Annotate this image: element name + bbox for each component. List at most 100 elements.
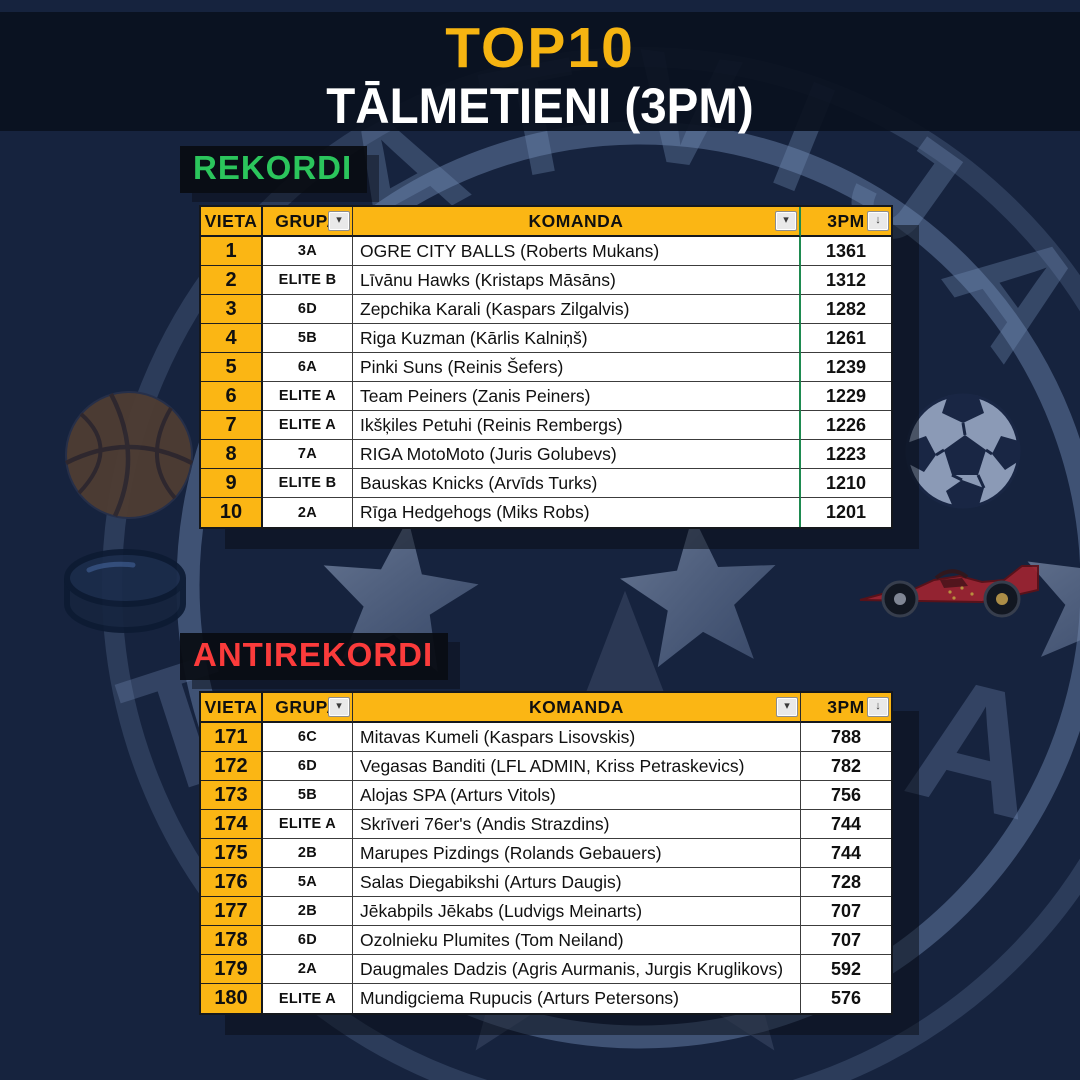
grupa-cell: 2B <box>263 897 353 926</box>
pm3-value: 1201 <box>825 502 867 522</box>
table-row: 5 6A Pinki Suns (Reinis Šefers) 1239 <box>201 353 891 382</box>
komanda-cell: Ozolnieku Plumites (Tom Neiland) <box>353 926 801 955</box>
komanda-cell: Zepchika Karali (Kaspars Zilgalvis) <box>353 295 801 324</box>
vieta-value: 7 <box>225 413 237 436</box>
pm3-cell: 1361 <box>801 237 891 266</box>
table-row: 176 5A Salas Diegabikshi (Arturs Daugis) 72… <box>201 868 891 897</box>
vieta-value: 176 <box>214 870 248 893</box>
pm3-cell: 1223 <box>801 440 891 469</box>
table-row: 9 ELITE B Bauskas Knicks (Arvīds Turks) 121… <box>201 469 891 498</box>
vieta-cell: 2 <box>201 266 263 295</box>
grupa-cell: ELITE A <box>263 984 353 1013</box>
column-header-grupa: GRUPA ▾ <box>263 693 353 723</box>
pm3-value: 707 <box>830 929 862 950</box>
komanda-value: Marupes Pizdings (Rolands Gebauers) <box>360 842 662 863</box>
table-rekordi: VIETA GRUPA ▾ KOMANDA ▾ 3PM ↓ 1 3A OGRE CITY BALL… <box>199 205 893 529</box>
pm3-cell: 592 <box>801 955 891 984</box>
column-header-pm3: 3PM ↓ <box>801 693 891 723</box>
vieta-value: 6 <box>225 384 237 407</box>
pm3-value: 1210 <box>825 472 867 493</box>
komanda-value: Team Peiners (Zanis Peiners) <box>360 385 591 406</box>
basketball-icon <box>64 391 194 519</box>
vieta-cell: 7 <box>201 411 263 440</box>
grupa-value: 3A <box>297 243 318 259</box>
filter-dropdown-button[interactable]: ▾ <box>775 211 797 231</box>
filter-dropdown-button[interactable]: ▾ <box>328 697 350 717</box>
grupa-cell: 2B <box>263 839 353 868</box>
table-row: 174 ELITE A Skrīveri 76er's (Andis Strazdi… <box>201 810 891 839</box>
komanda-cell: Alojas SPA (Arturs Vitols) <box>353 781 801 810</box>
table-row: 8 7A RIGA MotoMoto (Juris Golubevs) 1223 <box>201 440 891 469</box>
vieta-value: 174 <box>214 812 248 835</box>
pm3-cell: 707 <box>801 897 891 926</box>
grupa-cell: 6A <box>263 353 353 382</box>
table-row: 1 3A OGRE CITY BALLS (Roberts Mukans) 1361 <box>201 237 891 266</box>
pm3-value: 1312 <box>825 269 867 290</box>
table-row: 177 2B Jēkabpils Jēkabs (Ludvigs Meinarts)… <box>201 897 891 926</box>
pm3-cell: 788 <box>801 723 891 752</box>
column-header-label: GRUPA <box>275 696 340 717</box>
komanda-value: RIGA MotoMoto (Juris Golubevs) <box>360 443 617 464</box>
pm3-cell: 1210 <box>801 469 891 498</box>
table-row: 2 ELITE B Līvānu Hawks (Kristaps Māsāns) 13… <box>201 266 891 295</box>
grupa-cell: 5B <box>263 324 353 353</box>
grupa-value: ELITE A <box>278 417 337 433</box>
grupa-value: ELITE B <box>278 272 337 288</box>
column-header-pm3: 3PM ↓ <box>801 207 891 237</box>
grupa-value: 2B <box>297 845 318 861</box>
f1-car-icon <box>859 565 1039 618</box>
table-row: 180 ELITE A Mundigciema Rupucis (Arturs Pe… <box>201 984 891 1013</box>
vieta-cell: 177 <box>201 897 263 926</box>
filter-dropdown-button[interactable]: ▾ <box>328 211 350 231</box>
pm3-cell: 744 <box>801 810 891 839</box>
pm3-value: 744 <box>830 842 862 863</box>
grupa-value: 5A <box>297 874 318 890</box>
soccer-ball-icon <box>905 393 1021 509</box>
table-row: 3 6D Zepchika Karali (Kaspars Zilgalvis) 12… <box>201 295 891 324</box>
komanda-value: Daugmales Dadzis (Agris Aurmanis, Jurgis… <box>360 958 784 979</box>
grupa-cell: 6C <box>263 723 353 752</box>
vieta-cell: 175 <box>201 839 263 868</box>
page-title-top10: TOP10 <box>445 16 635 80</box>
vieta-value: 175 <box>214 841 248 864</box>
vieta-value: 177 <box>214 899 248 922</box>
column-header-label: 3PM <box>827 696 865 717</box>
table-row: 6 ELITE A Team Peiners (Zanis Peiners) 1229 <box>201 382 891 411</box>
komanda-cell: Daugmales Dadzis (Agris Aurmanis, Jurgis… <box>353 955 801 984</box>
vieta-value: 178 <box>214 928 248 951</box>
pm3-cell: 756 <box>801 781 891 810</box>
table-row: 175 2B Marupes Pizdings (Rolands Gebauers)… <box>201 839 891 868</box>
komanda-value: Zepchika Karali (Kaspars Zilgalvis) <box>360 298 630 319</box>
pm3-value: 1361 <box>825 240 867 261</box>
komanda-cell: Jēkabpils Jēkabs (Ludvigs Meinarts) <box>353 897 801 926</box>
komanda-cell: Bauskas Knicks (Arvīds Turks) <box>353 469 801 498</box>
vieta-cell: 5 <box>201 353 263 382</box>
grupa-cell: ELITE B <box>263 469 353 498</box>
grupa-value: 6D <box>297 758 318 774</box>
vieta-value: 10 <box>219 501 243 523</box>
grupa-cell: 5B <box>263 781 353 810</box>
komanda-cell: Team Peiners (Zanis Peiners) <box>353 382 801 411</box>
pm3-cell: 1239 <box>801 353 891 382</box>
komanda-value: Skrīveri 76er's (Andis Strazdins) <box>360 813 610 834</box>
pm3-cell: 1226 <box>801 411 891 440</box>
pm3-cell: 1261 <box>801 324 891 353</box>
vieta-cell: 173 <box>201 781 263 810</box>
vieta-value: 1 <box>225 239 237 262</box>
column-header-komanda: KOMANDA ▾ <box>353 207 801 237</box>
vieta-cell: 3 <box>201 295 263 324</box>
komanda-value: Rīga Hedgehogs (Miks Robs) <box>360 502 590 522</box>
grupa-cell: 2A <box>263 498 353 527</box>
column-header-label: VIETA <box>204 210 258 231</box>
sort-descending-button[interactable]: ↓ <box>867 211 889 231</box>
vieta-value: 5 <box>225 355 237 378</box>
sort-descending-button[interactable]: ↓ <box>867 697 889 717</box>
grupa-cell: 5A <box>263 868 353 897</box>
pm3-cell: 782 <box>801 752 891 781</box>
filter-dropdown-button[interactable]: ▾ <box>776 697 798 717</box>
pm3-value: 1229 <box>825 385 867 406</box>
vieta-cell: 4 <box>201 324 263 353</box>
vieta-value: 179 <box>214 957 248 980</box>
vieta-value: 9 <box>225 471 237 494</box>
header-row: VIETA GRUPA ▾ KOMANDA ▾ 3PM ↓ <box>201 693 891 723</box>
